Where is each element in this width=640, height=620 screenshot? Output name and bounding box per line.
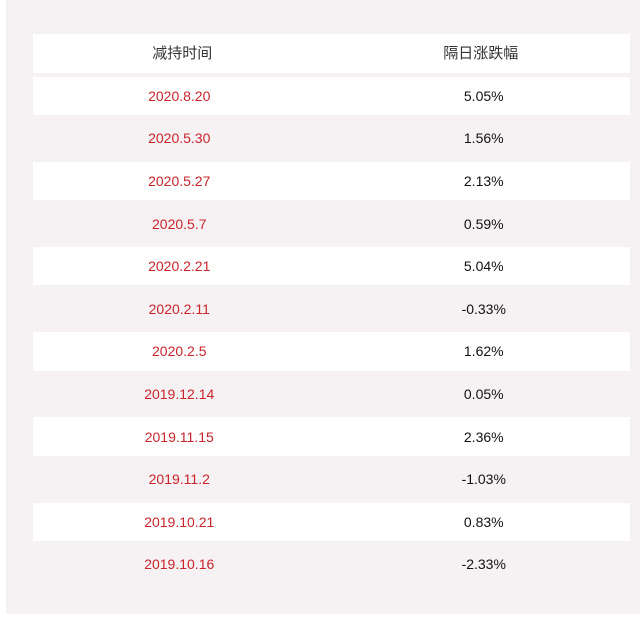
table-body: 2020.8.20 5.05% 2020.5.30 1.56% 2020.5.27 2.1… — [33, 76, 630, 584]
table-header-row: 减持时间 隔日涨跌幅 — [33, 34, 630, 73]
change-cell: 2.13% — [463, 173, 504, 190]
date-cell: 2019.10.16 — [144, 556, 215, 573]
date-cell: 2020.2.5 — [152, 343, 207, 360]
date-cell: 2020.5.30 — [148, 130, 211, 147]
date-cell: 2020.2.21 — [148, 258, 211, 275]
change-cell: 0.59% — [463, 215, 504, 232]
table-row: 2020.2.11 -0.33% — [33, 289, 630, 329]
table-panel: 减持时间 隔日涨跌幅 2020.8.20 5.05% 2020.5.30 1.56% 2… — [6, 0, 640, 614]
change-cell: -1.03% — [461, 471, 506, 488]
header-date: 减持时间 — [152, 44, 213, 62]
table-row: 2019.12.14 0.05% — [33, 374, 630, 414]
change-cell: 5.05% — [463, 87, 504, 104]
date-cell: 2020.5.7 — [152, 215, 207, 232]
change-cell: 2.36% — [463, 428, 504, 445]
reduction-table: 减持时间 隔日涨跌幅 2020.8.20 5.05% 2020.5.30 1.56% 2… — [33, 34, 630, 588]
header-next-day-change: 隔日涨跌幅 — [443, 44, 519, 62]
table-row: 2019.11.15 2.36% — [33, 417, 630, 456]
date-cell: 2019.12.14 — [144, 386, 215, 402]
date-cell: 2019.11.15 — [144, 428, 214, 445]
table-row: 2019.10.21 0.83% — [33, 502, 630, 542]
table-row: 2020.5.30 1.56% — [33, 119, 630, 158]
table-row: 2020.2.21 5.04% — [33, 246, 630, 286]
table-row: 2020.5.7 0.59% — [33, 204, 630, 243]
change-cell: -2.33% — [461, 556, 506, 573]
table-row: 2019.11.2 -1.03% — [33, 459, 630, 499]
change-cell: 1.62% — [463, 343, 504, 360]
change-cell: 0.05% — [463, 386, 504, 402]
date-cell: 2019.11.2 — [148, 471, 210, 488]
change-cell: -0.33% — [461, 300, 506, 317]
date-cell: 2020.5.27 — [148, 173, 211, 190]
table-row: 2020.8.20 5.05% — [33, 76, 630, 116]
date-cell: 2020.8.20 — [148, 87, 211, 104]
table-row: 2019.10.16 -2.33% — [33, 545, 630, 584]
change-cell: 0.83% — [463, 513, 504, 530]
date-cell: 2020.2.11 — [148, 300, 210, 317]
change-cell: 1.56% — [463, 130, 504, 147]
change-cell: 5.04% — [463, 258, 504, 275]
date-cell: 2019.10.21 — [144, 513, 215, 530]
table-row: 2020.5.27 2.13% — [33, 161, 630, 201]
table-row: 2020.2.5 1.62% — [33, 332, 630, 371]
